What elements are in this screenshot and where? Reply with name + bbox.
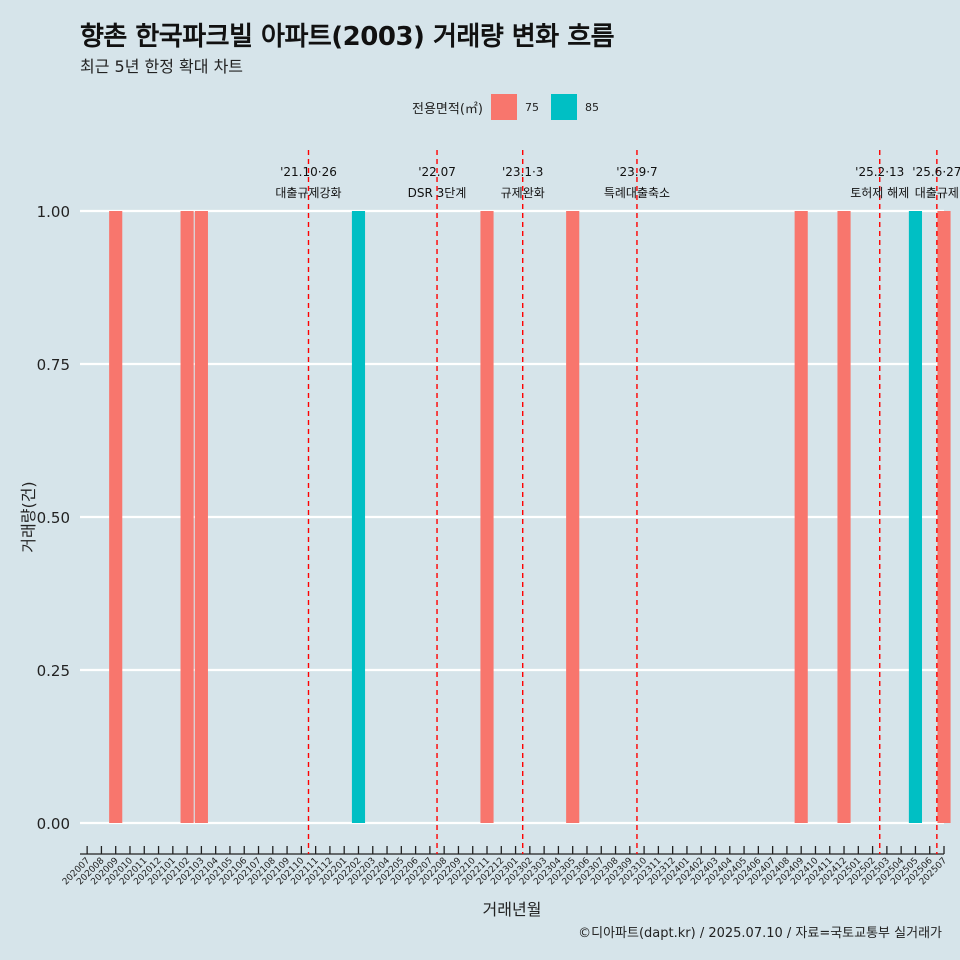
annotation-label: 특례대출축소	[604, 186, 670, 200]
bar-75-202009	[109, 211, 123, 823]
bar-75-202103	[194, 211, 208, 823]
bar-85-202202	[351, 211, 366, 823]
bar-85-202505	[908, 211, 923, 823]
x-axis-title: 거래년월	[483, 900, 542, 919]
bar-75-202409	[794, 211, 808, 823]
annotation-date: '21.10·26	[280, 165, 337, 179]
annotation-label: DSR 3단계	[408, 186, 467, 200]
annotation-date: '22.07	[418, 165, 456, 179]
legend-swatch-75	[490, 94, 517, 120]
legend-label-75: 75	[524, 100, 539, 114]
legend-item-85: 85	[550, 94, 599, 120]
y-tick-label: 0.25	[37, 662, 70, 680]
annotation-date: '25.6·27	[912, 165, 960, 179]
source-caption: ©디아파트(dapt.kr) / 2025.07.10 / 자료=국토교통부 실…	[578, 926, 942, 941]
legend-item-75: 75	[490, 94, 539, 120]
chart-title: 향촌 한국파크빌 아파트(2003) 거래량 변화 흐름	[80, 22, 615, 52]
legend-title: 전용면적(㎡)	[412, 101, 483, 117]
bar-75-202412	[837, 211, 851, 823]
y-axis-title: 거래량(건)	[19, 481, 38, 552]
annotation-date: '23.1·3	[502, 165, 543, 179]
bar-75-202211	[480, 211, 494, 823]
bar-75-202507	[937, 211, 951, 823]
annotation-label: 대출규제강화	[275, 186, 341, 200]
chart-subtitle: 최근 5년 한정 확대 차트	[80, 57, 244, 76]
bar-75-202305	[566, 211, 580, 823]
annotation-date: '25.2·13	[855, 165, 904, 179]
annotation-date: '23.9·7	[616, 165, 657, 179]
annotation-label: 토허제 해제	[850, 186, 909, 200]
y-tick-label: 0.75	[37, 356, 70, 374]
legend-label-85: 85	[584, 100, 599, 114]
annotation-label: 규제완화	[501, 186, 545, 200]
bar-75-202102	[180, 211, 194, 823]
y-tick-label: 0.50	[37, 509, 70, 527]
legend-swatch-85	[550, 94, 577, 120]
y-tick-label: 1.00	[37, 203, 70, 221]
legend: 전용면적(㎡) 75 85	[412, 93, 603, 121]
y-tick-label: 0.00	[37, 815, 70, 833]
annotation-label: 대출규제	[915, 186, 959, 200]
